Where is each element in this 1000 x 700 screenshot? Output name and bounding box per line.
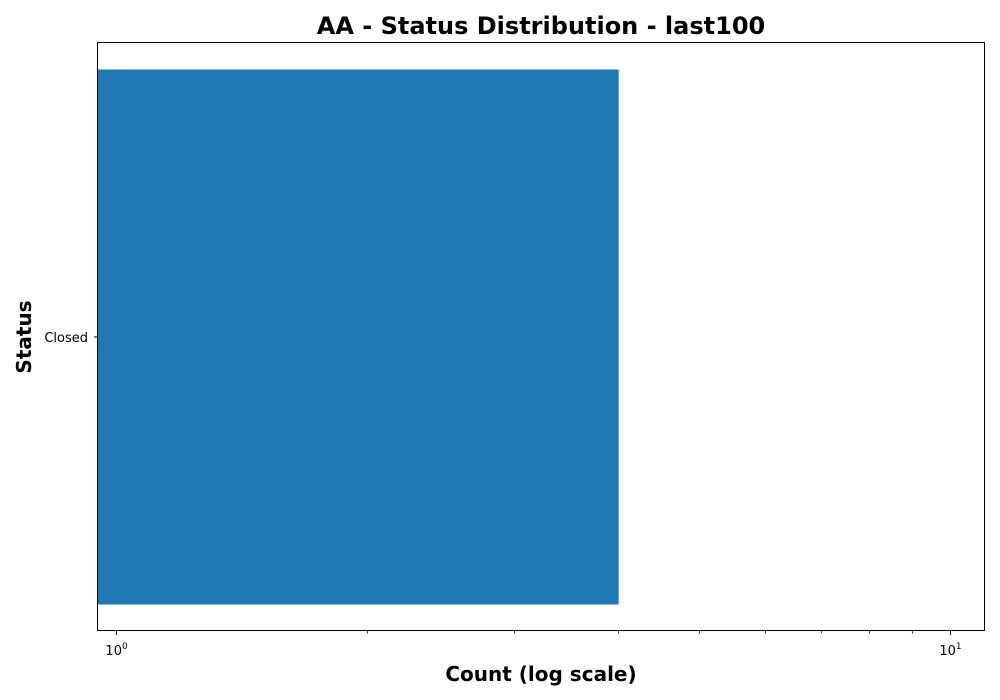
y-tick-label: Closed [44, 331, 88, 346]
x-tick-label: 101 [939, 642, 961, 659]
chart-title: AA - Status Distribution - last100 [317, 12, 765, 40]
x-axis-label: Count (log scale) [445, 662, 636, 686]
bar-closed [98, 69, 619, 605]
x-axis-ticks: 100 101 [105, 631, 962, 659]
y-axis-label: Status [12, 300, 36, 373]
bars [98, 69, 619, 605]
x-tick-label: 100 [105, 642, 128, 659]
y-axis-ticks: Closed [44, 331, 98, 346]
